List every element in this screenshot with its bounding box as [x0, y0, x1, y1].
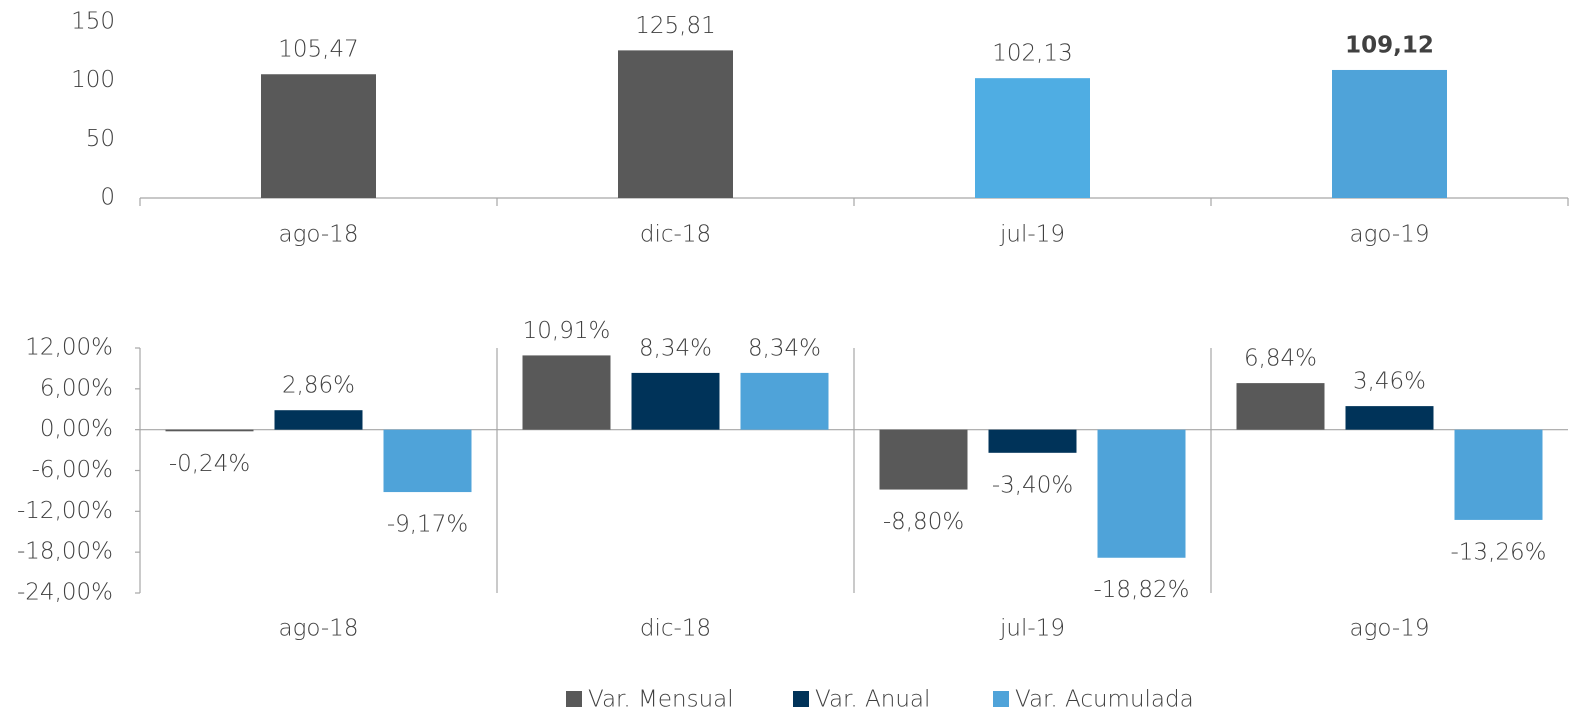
value-label: 6,84% [1244, 346, 1317, 372]
value-label: 125,81 [635, 13, 715, 39]
value-label: 109,12 [1345, 32, 1434, 58]
bar [522, 355, 611, 430]
legend-swatch [993, 691, 1009, 707]
legend-swatch [793, 691, 809, 707]
value-label: -0,24% [169, 451, 250, 477]
value-label: -18,82% [1094, 577, 1190, 603]
x-tick-label: jul-19 [999, 616, 1065, 642]
legend-label: Var. Acumulada [1015, 687, 1194, 713]
value-label: 2,86% [282, 373, 355, 399]
bar [1236, 383, 1325, 430]
x-tick-label: ago-19 [1350, 616, 1430, 642]
bar [261, 74, 376, 198]
y-tick-label: -24,00% [17, 580, 113, 606]
bar [618, 50, 733, 198]
bar [975, 78, 1090, 198]
y-tick-label: 50 [86, 126, 115, 152]
bar [1332, 69, 1447, 198]
value-label: 3,46% [1353, 369, 1426, 395]
y-tick-label: -6,00% [32, 457, 113, 483]
value-label: -13,26% [1451, 539, 1547, 565]
x-tick-label: dic-18 [640, 222, 711, 248]
x-tick-label: ago-18 [279, 616, 359, 642]
value-label: -8,80% [883, 509, 964, 535]
x-tick-label: ago-19 [1350, 222, 1430, 248]
bar [165, 429, 254, 432]
bar [274, 410, 363, 430]
value-label: 105,47 [278, 37, 358, 63]
y-tick-label: 12,00% [25, 335, 113, 361]
bar [1454, 429, 1543, 520]
bar [1097, 429, 1186, 558]
bar [1345, 406, 1434, 430]
bar [879, 429, 968, 490]
legend-label: Var. Anual [815, 687, 930, 713]
x-tick-label: dic-18 [640, 616, 711, 642]
y-tick-label: 0 [100, 185, 115, 211]
y-tick-label: -18,00% [17, 539, 113, 565]
value-label: 10,91% [523, 318, 611, 344]
bar [988, 429, 1077, 453]
bar [740, 372, 829, 430]
value-label: -9,17% [387, 512, 468, 538]
y-tick-label: 150 [71, 9, 115, 35]
bar [631, 372, 720, 430]
legend-label: Var. Mensual [588, 687, 734, 713]
value-label: 8,34% [639, 335, 712, 361]
y-tick-label: 0,00% [40, 416, 113, 442]
y-tick-label: 6,00% [40, 375, 113, 401]
x-tick-label: ago-18 [279, 222, 359, 248]
x-tick-label: jul-19 [999, 222, 1065, 248]
legend-swatch [566, 691, 582, 707]
y-tick-label: -12,00% [17, 498, 113, 524]
value-label: 102,13 [992, 41, 1072, 67]
bar [383, 429, 472, 493]
value-label: -3,40% [992, 472, 1073, 498]
value-label: 8,34% [748, 335, 821, 361]
y-tick-label: 100 [71, 67, 115, 93]
